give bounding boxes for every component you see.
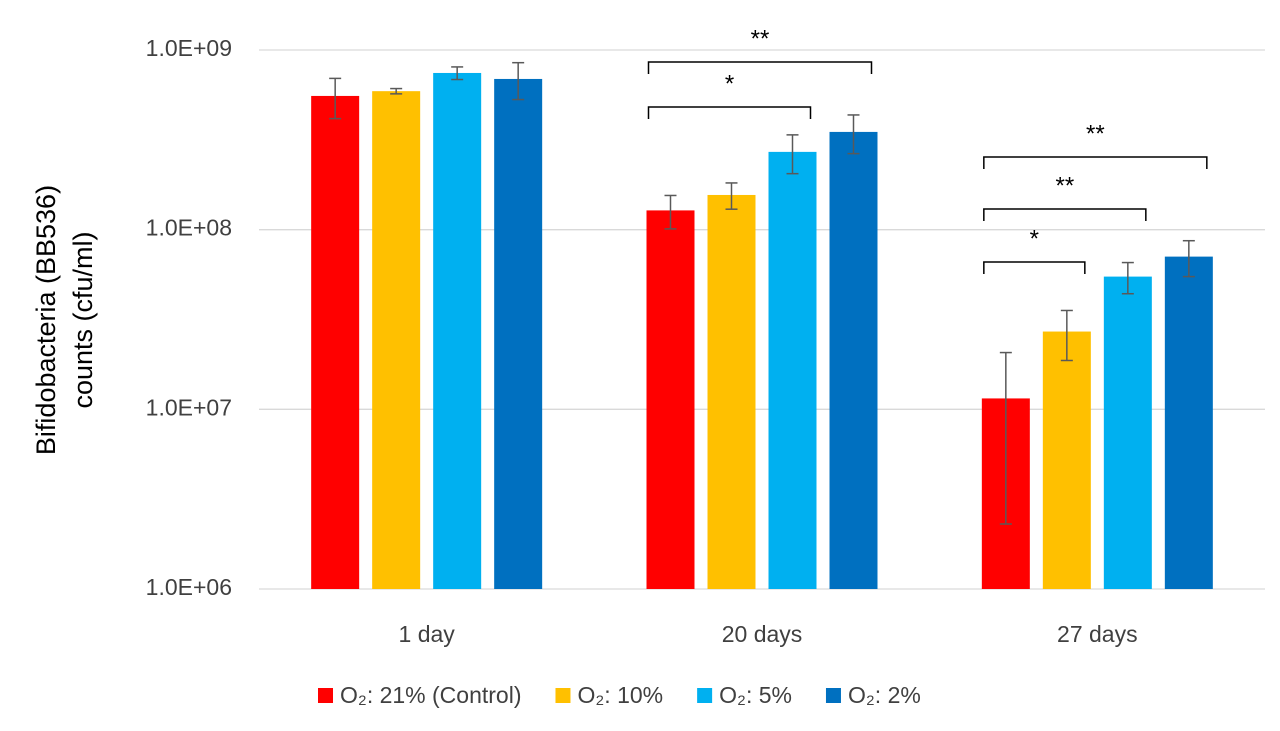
bar xyxy=(1164,256,1213,589)
significance-bracket xyxy=(647,106,812,119)
error-bar xyxy=(725,182,738,210)
significance-bracket xyxy=(983,156,1208,169)
bar xyxy=(372,91,421,589)
bar xyxy=(707,194,756,589)
bar xyxy=(494,78,543,590)
legend-label: O₂: 2% xyxy=(848,682,921,708)
legend-swatch xyxy=(697,688,713,703)
bar xyxy=(1103,276,1152,589)
bar xyxy=(829,131,878,589)
y-axis-title: Bifidobacteria (BB536) counts (cfu/ml) xyxy=(31,185,98,455)
x-tick-label: 1 day xyxy=(399,621,456,647)
bar xyxy=(311,95,360,590)
y-axis-title-line: counts (cfu/ml) xyxy=(68,231,98,408)
legend-swatch xyxy=(318,688,333,703)
significance-bracket xyxy=(647,61,873,74)
legend-swatch xyxy=(555,688,571,703)
significance-label: ** xyxy=(1055,172,1074,199)
error-bar xyxy=(512,61,525,101)
bar xyxy=(1042,331,1091,589)
legend-label: O₂: 21% (Control) xyxy=(340,682,521,708)
error-bar xyxy=(847,114,860,155)
significance-label: * xyxy=(725,70,734,97)
bar xyxy=(768,151,817,589)
error-bar xyxy=(664,194,677,230)
error-bar xyxy=(329,77,342,120)
significance-label: ** xyxy=(1086,120,1105,147)
legend-swatch xyxy=(825,688,841,703)
significance-label: * xyxy=(1030,225,1039,252)
x-tick-label: 20 days xyxy=(722,621,803,647)
significance-label: ** xyxy=(751,25,770,52)
error-bar xyxy=(1182,239,1195,278)
significance-bracket xyxy=(983,261,1086,274)
error-bar xyxy=(1121,261,1134,295)
x-tick-label: 27 days xyxy=(1057,621,1138,647)
y-tick-label: 1.0E+07 xyxy=(146,394,232,420)
y-axis-title-line: Bifidobacteria (BB536) xyxy=(31,185,61,455)
legend-label: O₂: 5% xyxy=(719,682,792,708)
y-tick-label: 1.0E+08 xyxy=(146,215,232,241)
error-bar xyxy=(786,134,799,175)
bar xyxy=(433,72,482,590)
error-bar xyxy=(390,87,403,95)
error-bar xyxy=(999,351,1012,525)
legend-label: O₂: 10% xyxy=(577,682,663,708)
significance-bracket xyxy=(983,208,1147,221)
y-tick-label: 1.0E+06 xyxy=(146,574,232,600)
y-tick-label: 1.0E+09 xyxy=(146,35,232,61)
error-bar xyxy=(1060,309,1073,362)
error-bar xyxy=(451,66,464,81)
bar xyxy=(646,210,695,589)
